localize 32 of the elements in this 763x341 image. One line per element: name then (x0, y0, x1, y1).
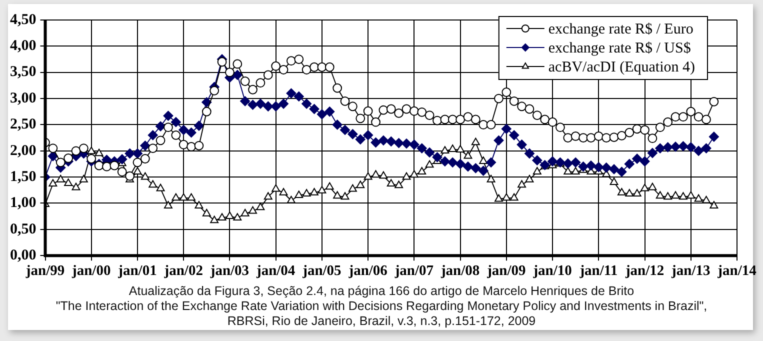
y-tick-label: 1,50 (10, 168, 36, 185)
y-tick-label: 0,00 (10, 247, 36, 264)
y-tick-label: 2,50 (10, 116, 36, 133)
x-tick-label: jan/01 (117, 263, 157, 280)
y-tick-label: 3,50 (10, 64, 36, 80)
y-tick-label: 1,00 (10, 195, 36, 212)
x-tick-label: jan/05 (302, 263, 342, 280)
legend-label: acBV/acDI (Equation 4) (548, 59, 696, 76)
y-tick-label: 4,50 (10, 12, 36, 28)
x-tick-label: jan/03 (209, 263, 250, 280)
x-tick-label: jan/00 (71, 263, 111, 280)
x-tick-label: jan/02 (163, 263, 203, 280)
text: Atualização da Figura 3, Seção 2.4, na página 166 do artigo de Marcelo Henriques de Brito (128, 284, 636, 299)
x-tick-label: jan/09 (486, 263, 526, 280)
x-tick-label: jan/99 (24, 263, 65, 280)
y-tick-label: 2,00 (10, 142, 36, 159)
y-tick-label: 3,00 (10, 90, 36, 106)
y-tick-label: 4,00 (10, 38, 36, 54)
legend-label: exchange rate R$ / Euro (548, 21, 694, 38)
x-tick-label: jan/06 (348, 263, 388, 280)
x-tick-label: jan/07 (394, 263, 434, 280)
x-tick-label: jan/13 (670, 263, 710, 280)
x-tick-label: jan/08 (440, 263, 480, 280)
x-tick-label: jan/10 (532, 263, 572, 280)
text: "The Interaction of the Exchange Rate Variation with Decisions Regarding Monetary Policy and Investments in Brazil", (54, 299, 708, 314)
text: RBRSi, Rio de Janeiro, Brazil, v.3, n.3, p.151-172, 2009 (226, 314, 537, 329)
y-tick-label: 0,50 (10, 221, 36, 238)
x-tick-label: jan/12 (624, 263, 664, 280)
x-tick-label: jan/14 (716, 263, 756, 280)
legend-label: exchange rate R$ / US$ (548, 40, 692, 56)
x-tick-label: jan/04 (255, 263, 296, 280)
x-tick-label: jan/11 (578, 263, 618, 280)
